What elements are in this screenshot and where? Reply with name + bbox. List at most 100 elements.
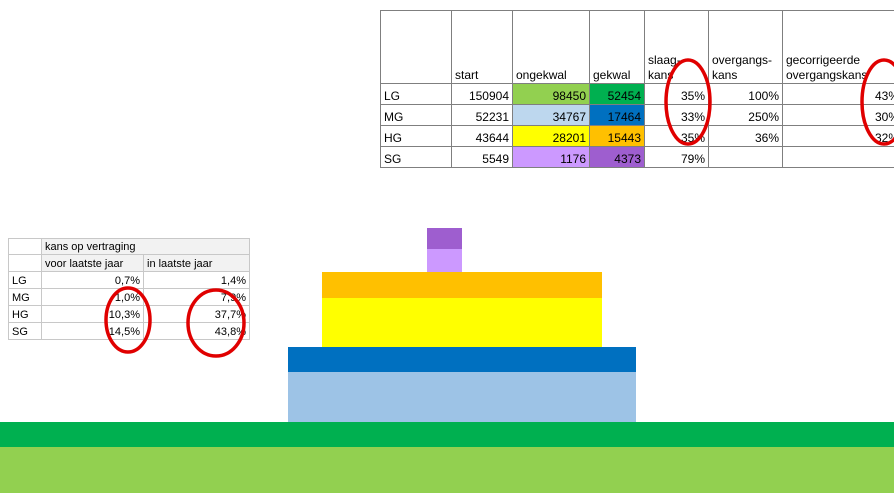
- cell-text: 28201: [552, 131, 586, 145]
- cell-text: 35%: [680, 89, 705, 103]
- cell-text: 150904: [468, 89, 509, 103]
- row-label: LG: [8, 272, 42, 289]
- circle: [104, 286, 152, 354]
- cell-text: 1,0%: [114, 292, 140, 304]
- header-cell: gekwal: [590, 10, 645, 84]
- row-label: LG: [380, 84, 452, 105]
- data-cell: 14,5%: [42, 323, 144, 340]
- cell-text: 17464: [607, 110, 641, 124]
- data-cell: 17464: [590, 105, 645, 126]
- cell-text: MG: [12, 292, 30, 304]
- layer-hg-orange: [322, 272, 602, 298]
- cell-text: 98450: [552, 89, 586, 103]
- cell-text: 52231: [475, 110, 509, 124]
- cell-text: kans: [712, 68, 738, 82]
- cell-text: voor laatste jaar: [45, 258, 124, 270]
- row-label: HG: [8, 306, 42, 323]
- data-cell: 37,7%: [144, 306, 250, 323]
- data-cell: 35%: [645, 126, 709, 147]
- data-cell: 150904: [452, 84, 513, 105]
- cell-text: ongekwal: [516, 68, 567, 82]
- cell-text: 37,7%: [214, 309, 246, 321]
- cell-text: 4373: [614, 152, 641, 166]
- header-cell: gecorrigeerde overgangskans: [783, 10, 894, 84]
- cell-text: gekwal: [593, 68, 631, 82]
- cell-text: kans: [648, 68, 674, 82]
- row-label: MG: [8, 289, 42, 306]
- cell-text: overgangs-: [712, 53, 773, 67]
- data-cell: 5549: [452, 147, 513, 168]
- data-cell: 1176: [513, 147, 590, 168]
- cell-text: 79%: [680, 152, 705, 166]
- corner-cell: [8, 255, 42, 272]
- layer-hg-yellow: [322, 298, 602, 347]
- data-cell: 15443: [590, 126, 645, 147]
- data-cell: 30%: [783, 105, 894, 126]
- layer-mg-light: [288, 372, 636, 422]
- cell-text: LG: [12, 275, 27, 287]
- cell-text: 43%: [874, 89, 894, 103]
- cell-text: 1176: [560, 152, 586, 166]
- cell-text: 43644: [475, 131, 509, 145]
- data-cell: 43,8%: [144, 323, 250, 340]
- header-cell: slaag-kans: [645, 10, 709, 84]
- cell-text: 5549: [482, 152, 509, 166]
- data-cell: 52231: [452, 105, 513, 126]
- cell-text: overgangskans: [786, 68, 868, 82]
- cell-text: SG: [12, 326, 28, 338]
- header-cell: ongekwal: [513, 10, 590, 84]
- row-label: MG: [380, 105, 452, 126]
- cell-text: in laatste jaar: [147, 258, 213, 270]
- cell-text: 10,3%: [108, 309, 140, 321]
- layer-mg-dark: [288, 347, 636, 372]
- data-cell: 10,3%: [42, 306, 144, 323]
- title-cell: kans op vertraging: [42, 238, 250, 255]
- cell-text: 250%: [748, 110, 779, 124]
- data-cell: 4373: [590, 147, 645, 168]
- cell-text: start: [455, 68, 479, 82]
- circle: [860, 58, 894, 146]
- cell-text: slaag-: [648, 53, 681, 67]
- cell-text: LG: [384, 89, 401, 103]
- cell-text: 1,4%: [220, 275, 246, 287]
- header-cell: overgangs-kans: [709, 10, 783, 84]
- ground-light: [0, 447, 894, 493]
- header-cell: start: [452, 10, 513, 84]
- header-cell: voor laatste jaar: [42, 255, 144, 272]
- cell-text: SG: [384, 152, 402, 166]
- data-cell: 43644: [452, 126, 513, 147]
- cell-text: 14,5%: [108, 326, 140, 338]
- data-cell: 1,4%: [144, 272, 250, 289]
- data-cell: 250%: [709, 105, 783, 126]
- cell-text: gecorrigeerde: [786, 53, 861, 67]
- cell-text: HG: [384, 131, 402, 145]
- cell-text: HG: [12, 309, 29, 321]
- header-cell: [380, 10, 452, 84]
- data-cell: 28201: [513, 126, 590, 147]
- cell-text: 100%: [748, 89, 779, 103]
- data-cell: 79%: [645, 147, 709, 168]
- ground-dark: [0, 422, 894, 447]
- circle: [186, 288, 246, 358]
- cell-text: 34767: [552, 110, 586, 124]
- layer-sg-light: [427, 249, 462, 272]
- layer-sg-dark: [427, 228, 462, 249]
- corner-cell: [8, 238, 42, 255]
- data-cell: 36%: [709, 126, 783, 147]
- data-cell: 0,7%: [42, 272, 144, 289]
- data-cell: 100%: [709, 84, 783, 105]
- cell-text: 33%: [680, 110, 705, 124]
- data-cell: [709, 147, 783, 168]
- data-cell: 98450: [513, 84, 590, 105]
- cell-text: 36%: [754, 131, 779, 145]
- cell-text: 52454: [607, 89, 641, 103]
- data-cell: 52454: [590, 84, 645, 105]
- cell-text: 35%: [680, 131, 705, 145]
- header-cell: in laatste jaar: [144, 255, 250, 272]
- cell-text: 15443: [607, 131, 641, 145]
- circle: [664, 58, 712, 146]
- cell-text: 0,7%: [114, 275, 140, 287]
- row-label: SG: [8, 323, 42, 340]
- cell-text: 43,8%: [214, 326, 246, 338]
